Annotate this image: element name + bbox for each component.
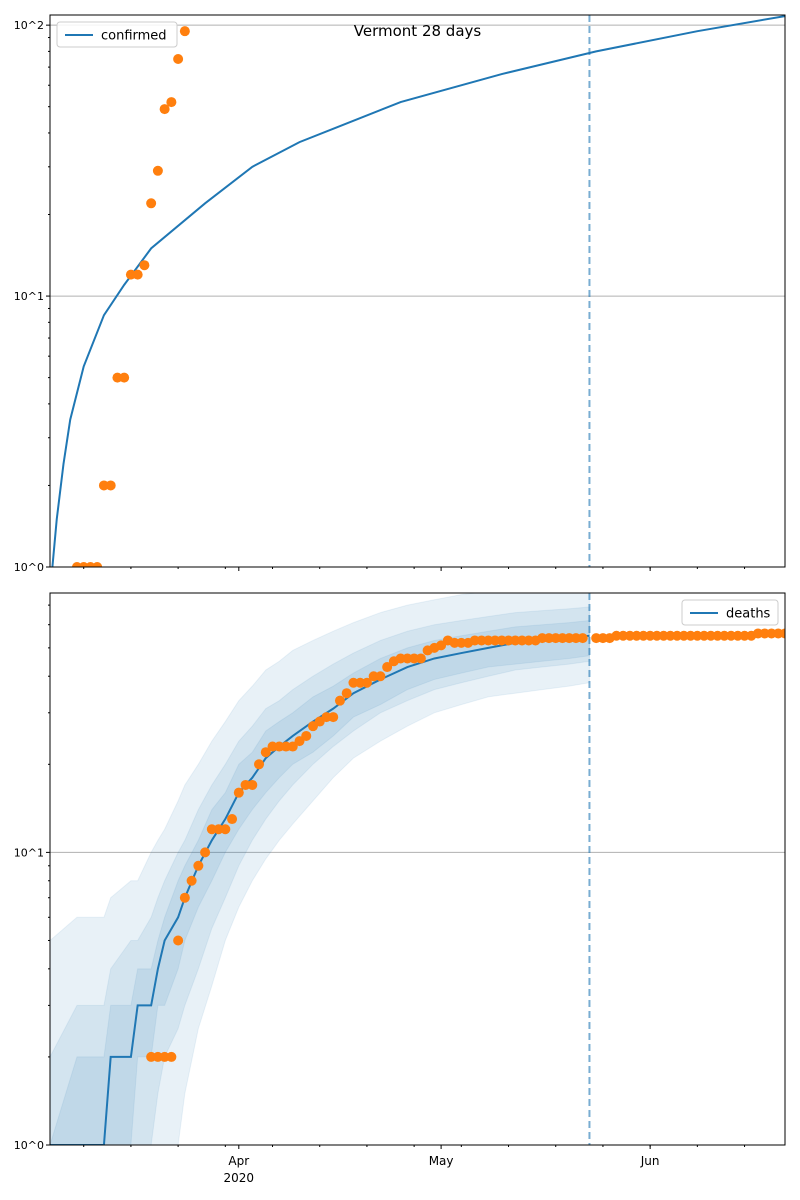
observed-point — [260, 747, 271, 758]
axes-frame — [49, 592, 786, 1146]
observed-point — [294, 736, 305, 747]
legend: deaths — [681, 599, 779, 626]
observed-point — [166, 1051, 177, 1062]
y-tick-label: 10^2 — [14, 19, 44, 32]
observed-point — [220, 824, 231, 835]
confirmed-plot — [50, 15, 785, 567]
observed-point — [166, 97, 177, 108]
observed-point — [375, 671, 386, 682]
y-tick-label: 10^1 — [14, 846, 44, 859]
observed-point — [341, 688, 352, 699]
observed-point — [146, 198, 157, 209]
observed-point — [193, 860, 204, 871]
observed-point — [152, 165, 163, 176]
observed-point — [105, 480, 116, 491]
observed-point — [780, 628, 785, 639]
observed-point — [287, 741, 298, 752]
observed-point — [92, 562, 103, 567]
observed-point — [247, 779, 258, 790]
observed-point — [119, 372, 130, 383]
observed-point — [173, 53, 184, 64]
legend-label: confirmed — [101, 29, 167, 44]
observed-point — [415, 653, 426, 664]
confirmed-model-line — [51, 15, 785, 567]
y-tick-label: 10^1 — [14, 290, 44, 303]
y-tick-label: 10^0 — [14, 561, 44, 574]
observed-point — [186, 875, 197, 886]
observed-point — [200, 847, 211, 858]
observed-point — [301, 730, 312, 741]
observed-point — [233, 787, 244, 798]
observed-point — [139, 260, 150, 271]
observed-point — [132, 269, 143, 280]
deaths-plot — [50, 593, 785, 1145]
y-tick-label: 10^0 — [14, 1139, 44, 1152]
deaths-median-line — [50, 634, 590, 1145]
observed-point — [254, 759, 265, 770]
x-tick-label: May — [429, 1154, 454, 1168]
observed-point — [334, 695, 345, 706]
x-tick-label: Jun — [640, 1154, 660, 1168]
observed-point — [328, 712, 339, 723]
observed-point — [227, 814, 238, 825]
observed-point — [361, 677, 372, 688]
axes-frame — [49, 14, 786, 568]
observed-point — [382, 662, 393, 673]
legend-box — [681, 599, 779, 626]
observed-point — [173, 935, 184, 946]
legend-label: deaths — [726, 607, 771, 622]
chart-title: Vermont 28 days — [354, 22, 482, 40]
observed-point — [179, 892, 190, 903]
observed-point — [179, 26, 190, 37]
legend: confirmed — [56, 21, 178, 48]
x-tick-label: Apr — [228, 1154, 249, 1168]
x-tick-sublabel: 2020 — [224, 1171, 255, 1185]
observed-point — [577, 633, 588, 644]
legend-box — [56, 21, 178, 48]
observed-point — [159, 104, 170, 115]
